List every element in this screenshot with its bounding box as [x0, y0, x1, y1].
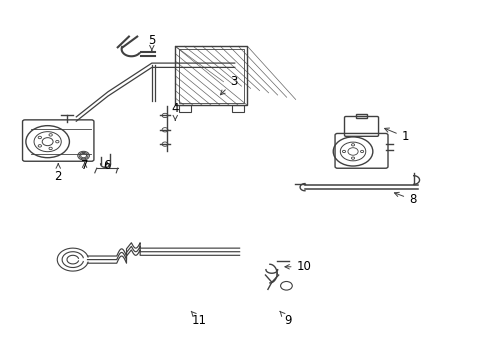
Circle shape — [38, 145, 41, 147]
Bar — [355, 114, 366, 118]
Text: 5: 5 — [148, 34, 155, 50]
Text: 10: 10 — [285, 260, 311, 273]
Bar — [175, 46, 247, 105]
Text: 9: 9 — [279, 311, 291, 327]
Text: 11: 11 — [191, 311, 207, 327]
Circle shape — [49, 134, 52, 136]
Text: 7: 7 — [81, 159, 88, 172]
Text: 8: 8 — [394, 192, 416, 206]
Bar — [179, 49, 243, 103]
Circle shape — [38, 136, 41, 139]
Text: 6: 6 — [103, 159, 110, 172]
Text: 2: 2 — [54, 164, 62, 183]
Text: 1: 1 — [384, 128, 408, 144]
Circle shape — [49, 147, 52, 150]
Text: 4: 4 — [171, 102, 179, 120]
Circle shape — [351, 144, 354, 146]
Text: 3: 3 — [220, 75, 237, 95]
Circle shape — [342, 150, 345, 153]
Bar — [231, 105, 243, 112]
Circle shape — [351, 157, 354, 159]
Circle shape — [360, 150, 363, 153]
Circle shape — [56, 140, 59, 143]
Bar — [179, 105, 190, 112]
